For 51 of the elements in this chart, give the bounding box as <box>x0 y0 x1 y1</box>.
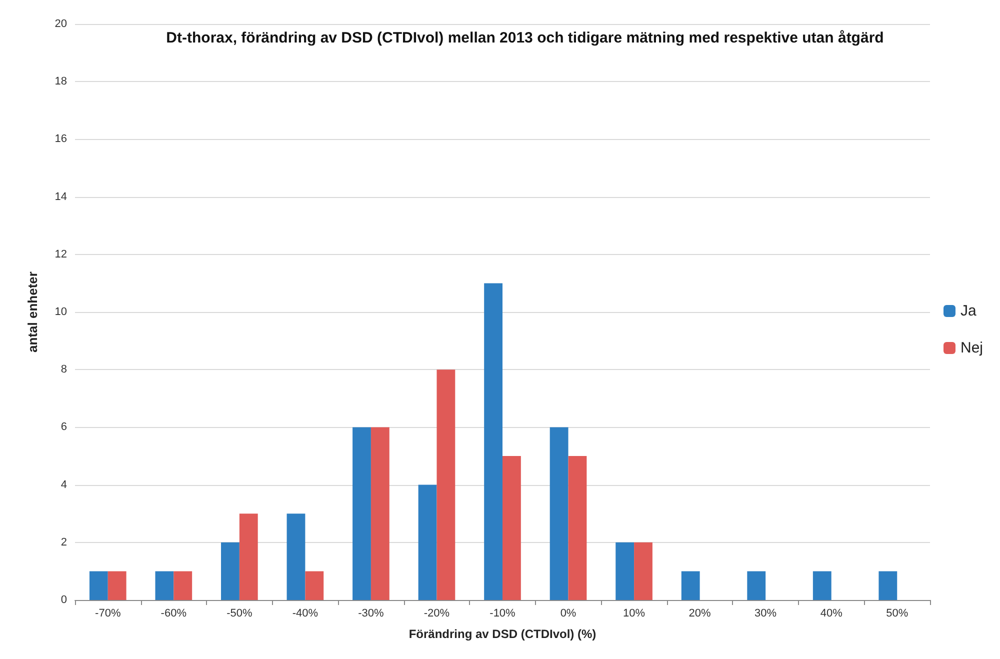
y-axis-title: antal enheter <box>25 272 40 352</box>
y-tick-label: 8 <box>60 364 67 376</box>
bar <box>502 456 521 600</box>
y-tick-label: 20 <box>54 18 67 30</box>
x-tick-label: 50% <box>886 608 908 620</box>
bar <box>370 427 390 600</box>
bar <box>634 542 652 600</box>
bar <box>747 571 766 600</box>
y-tick-label: 12 <box>54 248 67 260</box>
x-tick-label: -10% <box>490 608 516 620</box>
bar <box>812 571 832 600</box>
x-tick-label: -30% <box>358 608 384 620</box>
bar <box>305 571 324 600</box>
bar <box>89 571 108 600</box>
y-tick-label: 10 <box>54 306 67 318</box>
bar <box>436 370 456 600</box>
bar <box>108 571 126 600</box>
y-tick-label: 6 <box>60 421 67 434</box>
bar <box>568 456 587 600</box>
y-tick-label: 14 <box>54 190 67 203</box>
y-tick-label: 18 <box>54 76 67 88</box>
bar <box>286 514 306 600</box>
bar <box>239 514 258 600</box>
x-tick-label: 40% <box>820 608 843 620</box>
bar <box>418 484 437 600</box>
x-tick-label: -20% <box>424 608 450 620</box>
x-axis-title: Förändring av DSD (CTDIvol) (%) <box>408 627 596 641</box>
x-tick-label: -50% <box>226 608 252 620</box>
bar <box>681 571 700 600</box>
bar <box>155 571 174 600</box>
x-tick-label: 10% <box>623 608 646 620</box>
bar <box>352 427 371 600</box>
y-tick-label: 4 <box>60 478 67 491</box>
bar <box>484 283 502 600</box>
x-tick-label: -70% <box>95 608 121 620</box>
chart-title: Dt-thorax, förändring av DSD (CTDIvol) mellan 2013 och tidigare mätning med respektive utan åtgärd <box>166 30 884 46</box>
bar <box>550 427 568 600</box>
x-tick-label: 30% <box>754 608 777 620</box>
legend-label: Ja <box>960 302 977 320</box>
y-tick-label: 2 <box>60 536 67 548</box>
bar <box>878 571 898 600</box>
bar <box>174 571 192 600</box>
x-tick-label: 0% <box>560 608 576 620</box>
x-tick-label: 20% <box>688 608 712 620</box>
bar <box>221 542 240 600</box>
x-tick-label: -60% <box>160 608 187 620</box>
x-tick-label: -40% <box>292 608 318 620</box>
y-tick-label: 0 <box>60 594 67 606</box>
bar <box>616 542 634 600</box>
y-tick-label: 16 <box>54 133 67 146</box>
legend-label: Nej <box>960 340 984 356</box>
